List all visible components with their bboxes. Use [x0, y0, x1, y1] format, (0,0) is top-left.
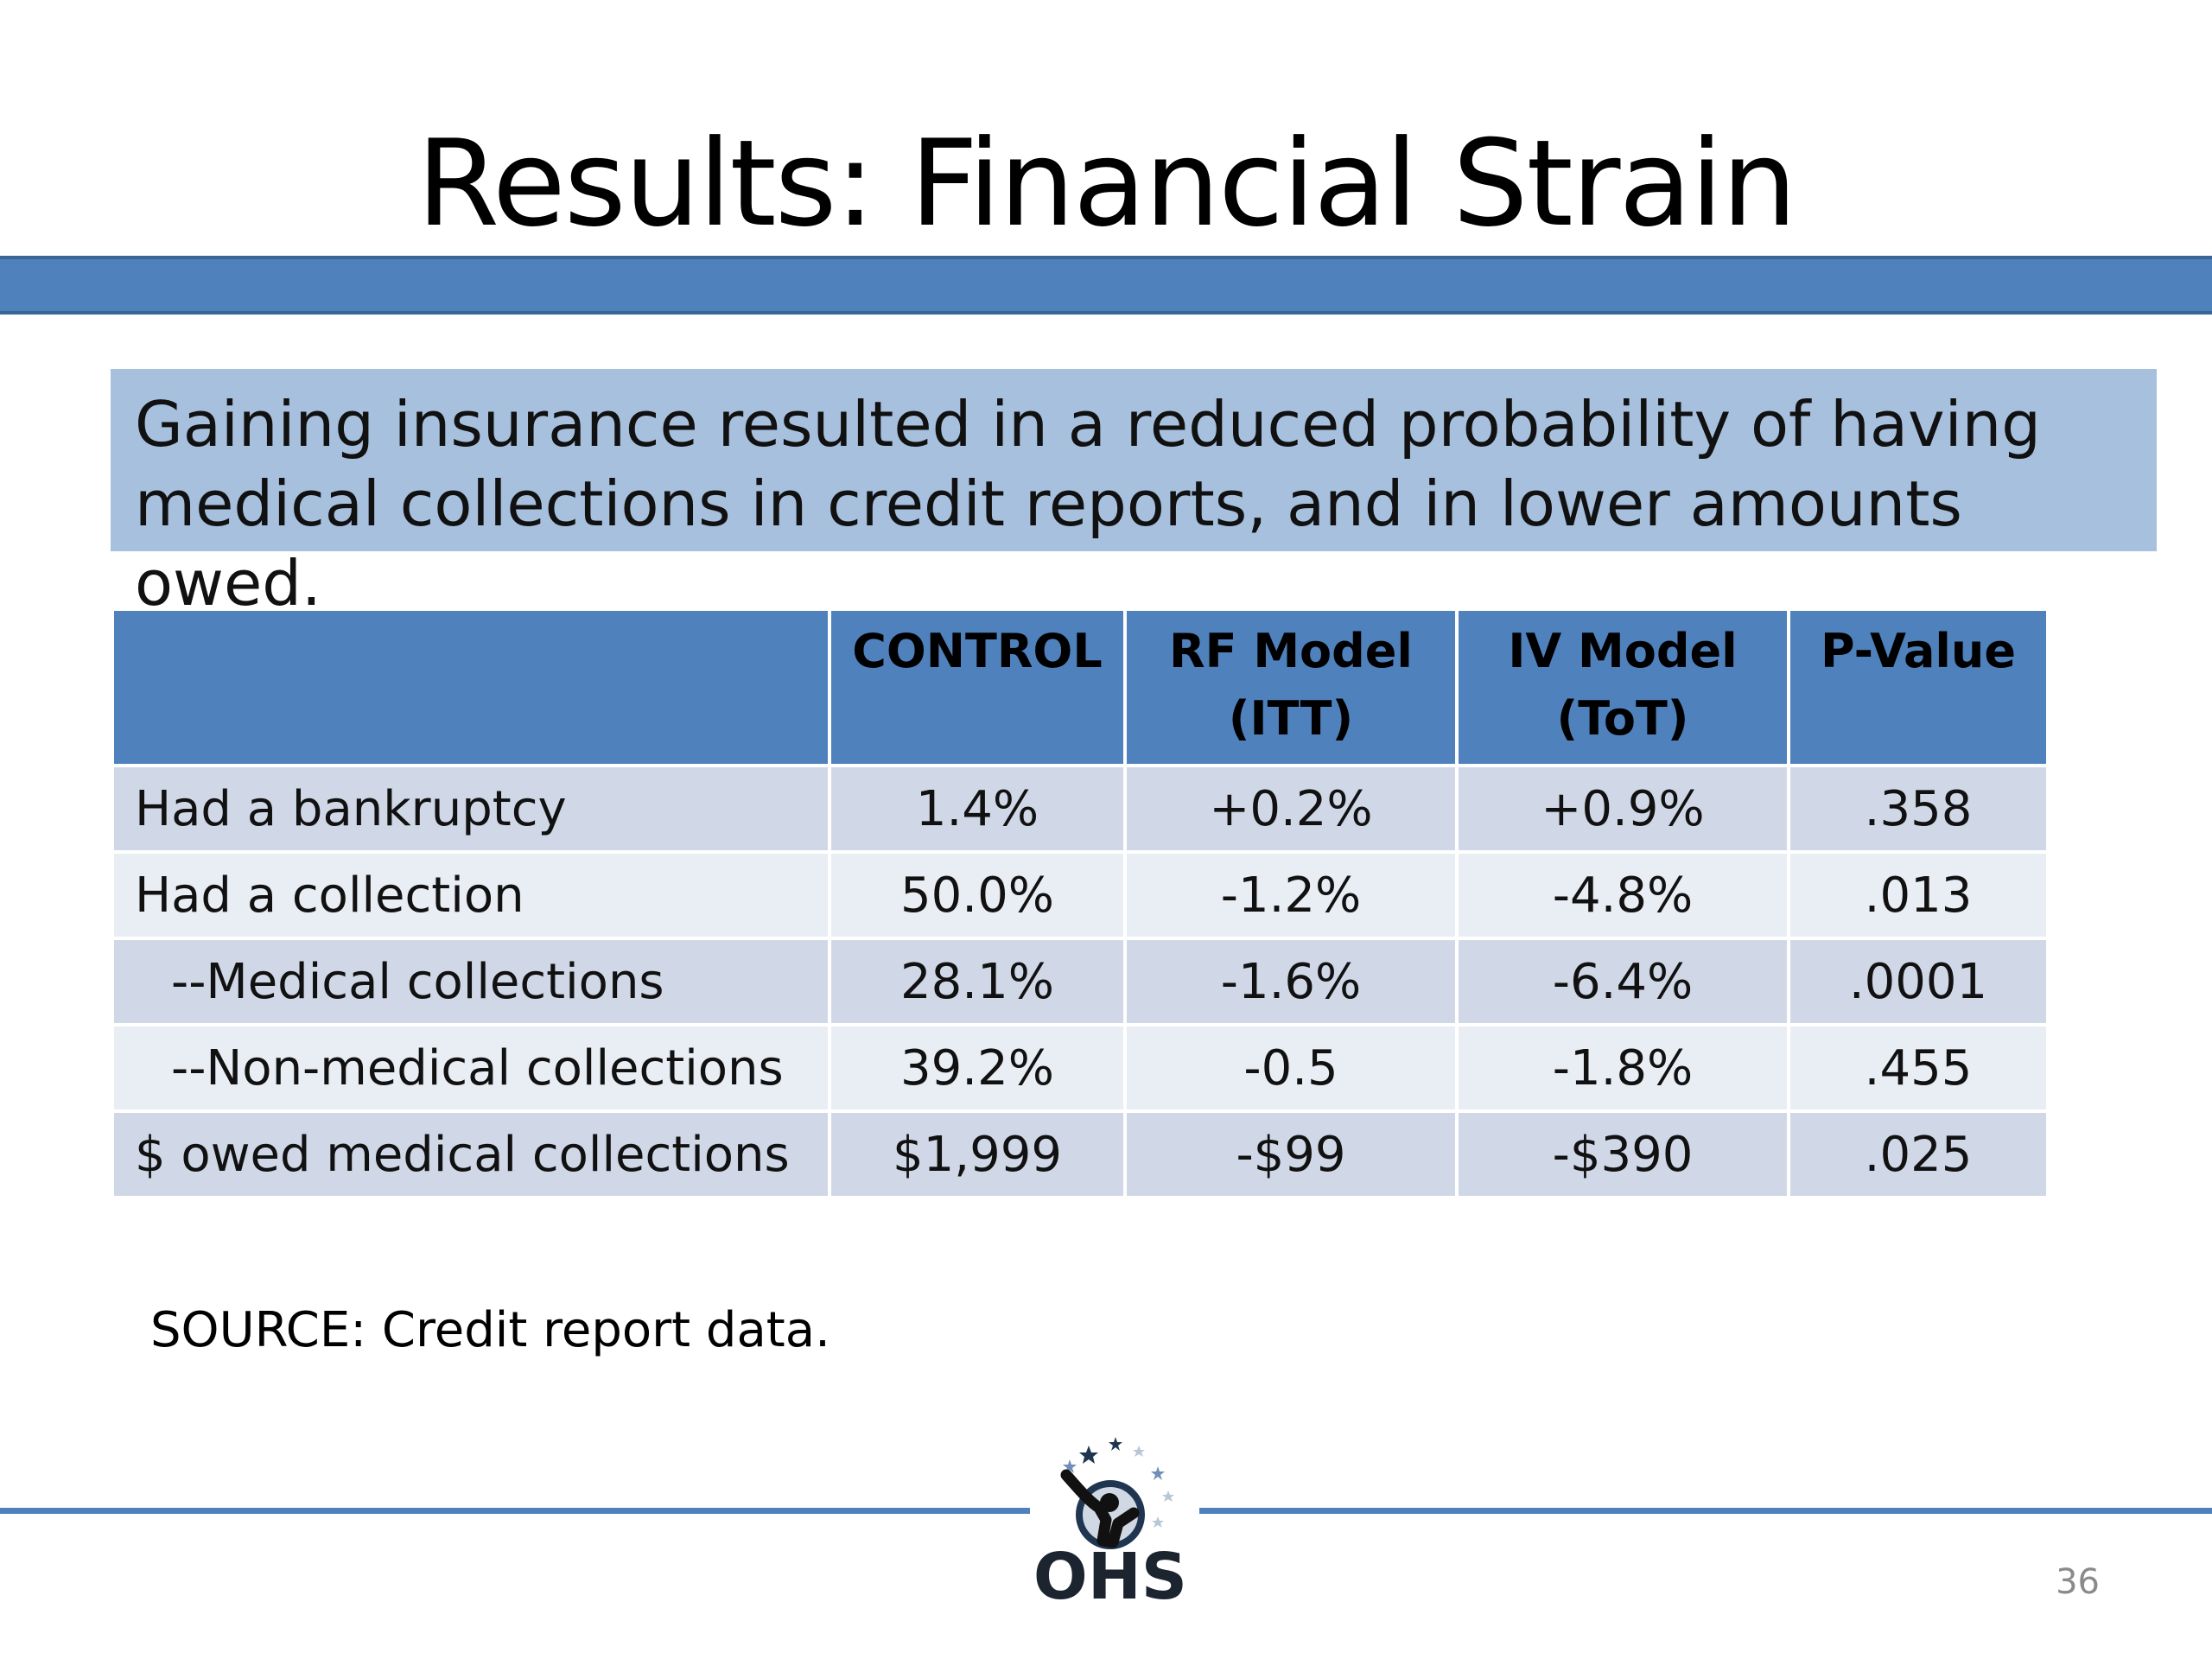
control-value: 50.0% — [828, 850, 1127, 940]
iv-model-value: -4.8% — [1455, 850, 1790, 940]
results-table: CONTROL RF Model (ITT) IV Model (ToT) P-… — [111, 607, 2050, 1199]
header-rf-model-line2: (ITT) — [1228, 691, 1354, 746]
rf-model-value: +0.2% — [1123, 764, 1459, 854]
row-label: Had a bankruptcy — [111, 764, 831, 854]
slide-title: Results: Financial Strain — [416, 114, 1797, 253]
iv-model-value: -6.4% — [1455, 937, 1790, 1027]
header-iv-model: IV Model (ToT) — [1455, 607, 1790, 767]
iv-model-value: +0.9% — [1455, 764, 1790, 854]
title-accent-bar — [0, 256, 2212, 315]
header-label-column — [111, 607, 831, 767]
row-label: Had a collection — [111, 850, 831, 940]
source-note: SOURCE: Credit report data. — [150, 1302, 830, 1358]
p-value: .025 — [1787, 1109, 2050, 1199]
table-row: Had a collection 50.0% -1.2% -4.8% .013 — [111, 850, 2050, 940]
rf-model-value: -1.2% — [1123, 850, 1459, 940]
summary-callout: Gaining insurance resulted in a reduced … — [111, 369, 2157, 620]
rf-model-value: -1.6% — [1123, 937, 1459, 1027]
row-label: --Non-medical collections — [111, 1023, 831, 1113]
rf-model-value: -$99 — [1123, 1109, 1459, 1199]
p-value: .0001 — [1787, 937, 2050, 1027]
table-row: $ owed medical collections $1,999 -$99 -… — [111, 1109, 2050, 1199]
iv-model-value: -$390 — [1455, 1109, 1790, 1199]
control-value: 1.4% — [828, 764, 1127, 854]
header-iv-model-line1: IV Model — [1508, 624, 1738, 678]
logo-text: OHS — [1033, 1540, 1188, 1614]
header-control: CONTROL — [828, 607, 1127, 767]
header-rf-model-line1: RF Model — [1169, 624, 1413, 678]
p-value: .358 — [1787, 764, 2050, 854]
header-p-value: P-Value — [1787, 607, 2050, 767]
row-label: $ owed medical collections — [111, 1109, 831, 1199]
footer-line-left — [0, 1508, 1030, 1514]
iv-model-value: -1.8% — [1455, 1023, 1790, 1113]
table-header-row: CONTROL RF Model (ITT) IV Model (ToT) P-… — [111, 607, 2050, 767]
control-value: 39.2% — [828, 1023, 1127, 1113]
row-label: --Medical collections — [111, 937, 831, 1027]
control-value: $1,999 — [828, 1109, 1127, 1199]
table-row: Had a bankruptcy 1.4% +0.2% +0.9% .358 — [111, 764, 2050, 854]
p-value: .013 — [1787, 850, 2050, 940]
ohs-logo-icon — [1060, 1437, 1174, 1549]
control-value: 28.1% — [828, 937, 1127, 1027]
header-rf-model: RF Model (ITT) — [1123, 607, 1459, 767]
header-iv-model-line2: (ToT) — [1556, 691, 1689, 746]
table-row: --Medical collections 28.1% -1.6% -6.4% … — [111, 937, 2050, 1027]
p-value: .455 — [1787, 1023, 2050, 1113]
rf-model-value: -0.5 — [1123, 1023, 1459, 1113]
footer-line-right — [1199, 1508, 2212, 1514]
table-row: --Non-medical collections 39.2% -0.5 -1.… — [111, 1023, 2050, 1113]
page-number: 36 — [2056, 1562, 2100, 1602]
